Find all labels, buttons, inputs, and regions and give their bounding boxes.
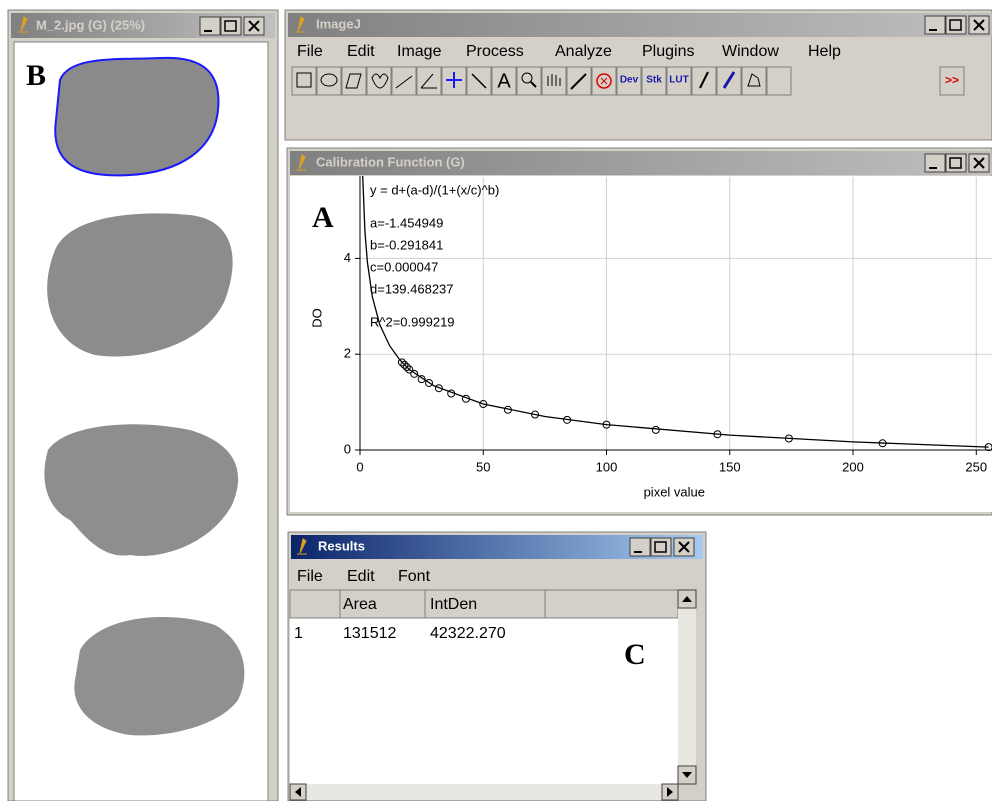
imagej-window: ImageJ File Edit Image Process Analyze P…	[285, 10, 992, 140]
window-title: M_2.jpg (G) (25%)	[36, 17, 145, 32]
column-header[interactable]: Area	[343, 596, 377, 613]
x-tick-label: 50	[476, 459, 490, 474]
window-title: ImageJ	[316, 16, 361, 31]
title-bar[interactable]	[288, 13, 992, 37]
tool-button[interactable]	[767, 67, 791, 95]
window-buttons[interactable]	[925, 154, 989, 172]
window-buttons[interactable]	[200, 17, 264, 35]
annotation: a=-1.454949	[370, 215, 443, 230]
calibration-window: Calibration Function (G) 0 50 100 150 200 250…	[287, 148, 992, 515]
x-tick-label: 200	[842, 459, 864, 474]
table-cell: 1	[294, 625, 303, 642]
menu-item[interactable]: Process	[466, 43, 524, 60]
table-cell: 42322.270	[430, 625, 506, 642]
window-buttons[interactable]	[925, 16, 989, 34]
window-title: Calibration Function (G)	[316, 154, 465, 169]
results-window: Results File Edit Font Area IntDen 1 131…	[288, 532, 706, 801]
menu-item[interactable]: Image	[397, 43, 442, 60]
menu-item[interactable]: Edit	[347, 568, 375, 585]
table-header: Area IntDen	[290, 590, 678, 618]
panel-label: B	[26, 59, 46, 92]
tool-label: LUT	[669, 75, 688, 86]
panel-label: A	[312, 201, 334, 234]
annotation: R^2=0.999219	[370, 314, 455, 329]
window-buttons[interactable]	[630, 538, 694, 556]
tool-button[interactable]	[392, 67, 416, 95]
y-tick-label: 2	[344, 346, 351, 361]
x-tick-label: 150	[719, 459, 741, 474]
y-tick-label: 0	[344, 441, 351, 456]
menu-item[interactable]: Font	[398, 568, 431, 585]
tool-label: A	[497, 70, 511, 92]
tool-button[interactable]	[417, 67, 441, 95]
column-header[interactable]: IntDen	[430, 596, 477, 613]
screen: M_2.jpg (G) (25%) B ImageJ File Edit Ima…	[0, 0, 992, 801]
window-title: Results	[318, 538, 365, 553]
x-tick-label: 250	[965, 459, 987, 474]
menu-item[interactable]: File	[297, 43, 323, 60]
annotation: c=0.000047	[370, 259, 438, 274]
tool-button[interactable]	[367, 67, 391, 95]
menu-item[interactable]: Edit	[347, 43, 375, 60]
tool-button[interactable]	[517, 67, 541, 95]
x-tick-label: 0	[356, 459, 363, 474]
image-window: M_2.jpg (G) (25%) B	[8, 10, 278, 801]
tool-button[interactable]	[742, 67, 766, 95]
y-axis-label: DO	[309, 308, 324, 328]
menu-item[interactable]: Analyze	[555, 43, 612, 60]
tool-label: Dev	[620, 75, 639, 86]
tool-label: Stk	[646, 75, 662, 86]
tool-button[interactable]	[342, 67, 366, 95]
table-cell: 131512	[343, 625, 396, 642]
menu-item[interactable]: Window	[722, 43, 779, 60]
tool-button[interactable]	[542, 67, 566, 95]
menu-item[interactable]: File	[297, 568, 323, 585]
y-tick-label: 4	[344, 250, 351, 265]
table-body	[290, 590, 678, 784]
tool-label: >>	[945, 73, 959, 87]
panel-label: C	[624, 638, 646, 671]
x-tick-label: 100	[596, 459, 618, 474]
annotation: d=139.468237	[370, 281, 454, 296]
menu-item[interactable]: Help	[808, 43, 841, 60]
menu-item[interactable]: Plugins	[642, 43, 694, 60]
tool-button[interactable]	[292, 67, 316, 95]
annotation: y = d+(a-d)/(1+(x/c)^b)	[370, 182, 499, 197]
annotation: b=-0.291841	[370, 237, 443, 252]
x-axis-label: pixel value	[644, 484, 705, 499]
